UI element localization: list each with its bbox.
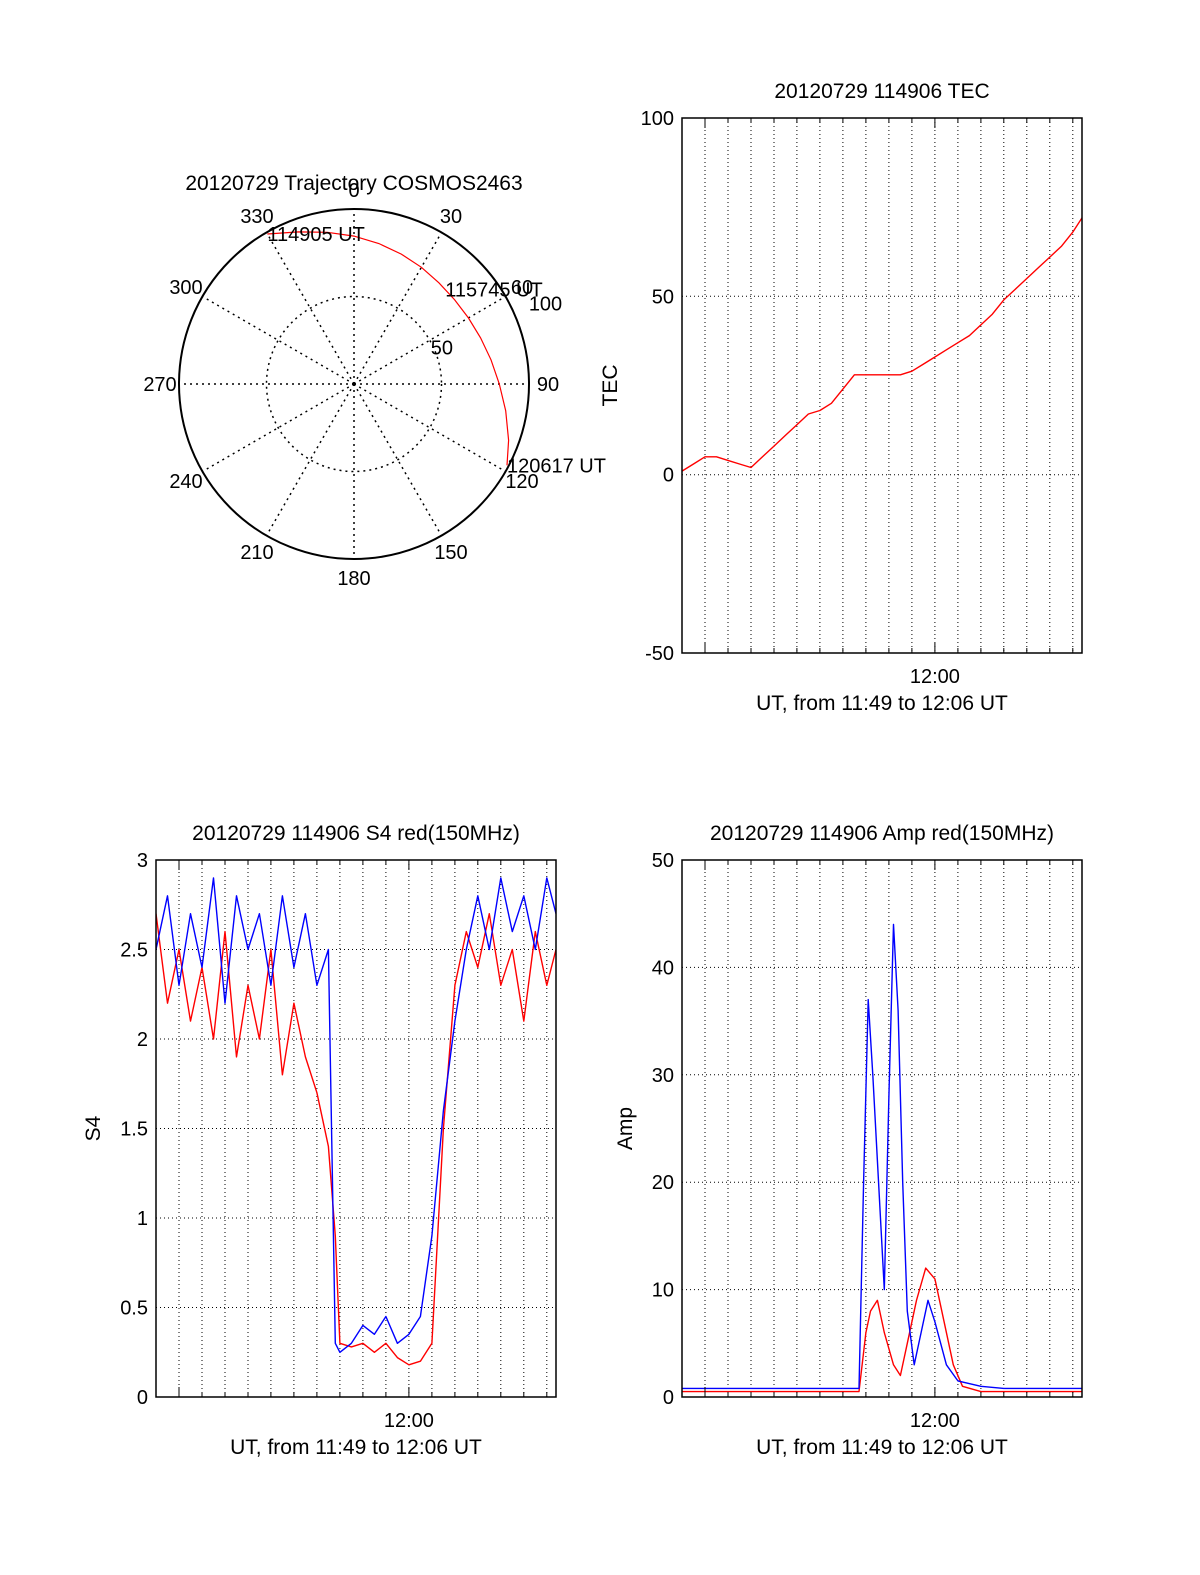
y-tick-label: 20: [652, 1172, 674, 1194]
polar-spoke: [353, 232, 443, 385]
time-annotation: 114905 UT: [267, 224, 364, 246]
radius-label: 50: [431, 338, 453, 360]
y-tick-label: 3: [137, 850, 148, 872]
polar-azimuth-labels: 0 30 60 90 120 150 180 210 240 270 300 330 50 100: [143, 180, 562, 590]
polar-spoke: [353, 383, 506, 473]
y-tick-label: 1: [137, 1208, 148, 1230]
y-tick-label: -50: [645, 643, 674, 665]
azimuth-label: 150: [434, 542, 467, 564]
polar-spoke: [202, 383, 355, 473]
polar-annotations: 114905 UT 115745 UT 120617 UT: [267, 224, 606, 477]
series-group: [156, 877, 556, 1366]
polar-track: [267, 231, 510, 466]
y-tick-label: 0.5: [120, 1298, 148, 1320]
amp-panel: 20120729 114906 Amp red(150MHz) 0 10 20 30 40…: [614, 822, 1083, 1459]
polar-ring-50: [265, 295, 443, 473]
series-line-0: [682, 1267, 1082, 1393]
azimuth-label: 120: [505, 471, 538, 493]
y-tick-label: 100: [641, 108, 674, 130]
polar-title: 20120729 Trajectory COSMOS2463: [185, 172, 522, 195]
y-tick-label: 1.5: [120, 1119, 148, 1141]
series-line-0: [682, 217, 1082, 472]
y-tick-label: 0: [137, 1387, 148, 1409]
series-group: [682, 217, 1082, 472]
polar-spoke: [265, 232, 355, 385]
y-axis-label: TEC: [599, 365, 622, 407]
x-axis-label: UT, from 11:49 to 12:06 UT: [756, 1436, 1008, 1459]
azimuth-label: 60: [511, 277, 533, 299]
polar-grid: [179, 209, 529, 559]
series-group: [682, 923, 1082, 1393]
grid-lines: [681, 117, 1082, 654]
y-tick-label: 50: [652, 850, 674, 872]
x-tick-label: 12:00: [910, 666, 960, 688]
plot-frame: [681, 859, 1083, 1398]
y-axis-label: S4: [82, 1115, 105, 1141]
y-tick-label: 2: [137, 1029, 148, 1051]
polar-horizon-circle: [178, 208, 530, 560]
x-tick-label: 12:00: [384, 1410, 434, 1432]
polar-spoke: [353, 383, 443, 536]
y-axis-label: Amp: [614, 1107, 637, 1150]
y-tick-label: 0: [663, 1387, 674, 1409]
series-line-1: [682, 923, 1082, 1390]
polar-spoke: [265, 383, 355, 536]
polar-spoke: [353, 295, 506, 385]
radius-label: 100: [529, 294, 562, 316]
tec-panel: 20120729 114906 TEC -50 0 50 100 12:00 UT, fro…: [599, 80, 1083, 715]
tick-marks: [155, 860, 548, 1397]
panel-title: 20120729 114906 Amp red(150MHz): [710, 822, 1054, 845]
plot-frame: [155, 859, 557, 1398]
x-axis-label: UT, from 11:49 to 12:06 UT: [230, 1436, 482, 1459]
azimuth-label: 270: [143, 374, 176, 396]
grid-lines: [155, 859, 556, 1398]
y-tick-label: 0: [663, 465, 674, 487]
y-tick-label: 30: [652, 1065, 674, 1087]
series-line-0: [156, 913, 556, 1366]
x-tick-label: 12:00: [910, 1410, 960, 1432]
polar-spoke: [202, 295, 355, 385]
azimuth-label: 30: [440, 206, 462, 228]
panel-title: 20120729 114906 S4 red(150MHz): [192, 822, 520, 845]
time-annotation: 120617 UT: [507, 455, 606, 477]
tick-marks: [681, 118, 1074, 653]
azimuth-label: 0: [348, 180, 359, 202]
azimuth-label: 240: [169, 471, 202, 493]
y-tick-label: 50: [652, 286, 674, 308]
y-tick-label: 10: [652, 1280, 674, 1302]
plot-frame: [681, 117, 1083, 654]
trajectory-line: [267, 231, 510, 466]
panel-title: 20120729 114906 TEC: [774, 80, 989, 103]
azimuth-label: 330: [240, 206, 273, 228]
azimuth-label: 180: [337, 568, 370, 590]
y-tick-label: 40: [652, 957, 674, 979]
polar-trajectory-panel: 20120729 Trajectory COSMOS2463 0 30 60 90 12…: [143, 172, 606, 590]
azimuth-label: 300: [169, 277, 202, 299]
grid-lines: [681, 859, 1082, 1398]
s4-panel: 20120729 114906 S4 red(150MHz) 0 0.5 1 1.5 2 2…: [82, 822, 557, 1459]
azimuth-label: 210: [240, 542, 273, 564]
y-tick-label: 2.5: [120, 940, 148, 962]
time-annotation: 115745 UT: [445, 280, 542, 302]
azimuth-label: 90: [537, 374, 559, 396]
series-line-1: [156, 877, 556, 1354]
tick-marks: [681, 860, 1074, 1397]
x-axis-label: UT, from 11:49 to 12:06 UT: [756, 692, 1008, 715]
